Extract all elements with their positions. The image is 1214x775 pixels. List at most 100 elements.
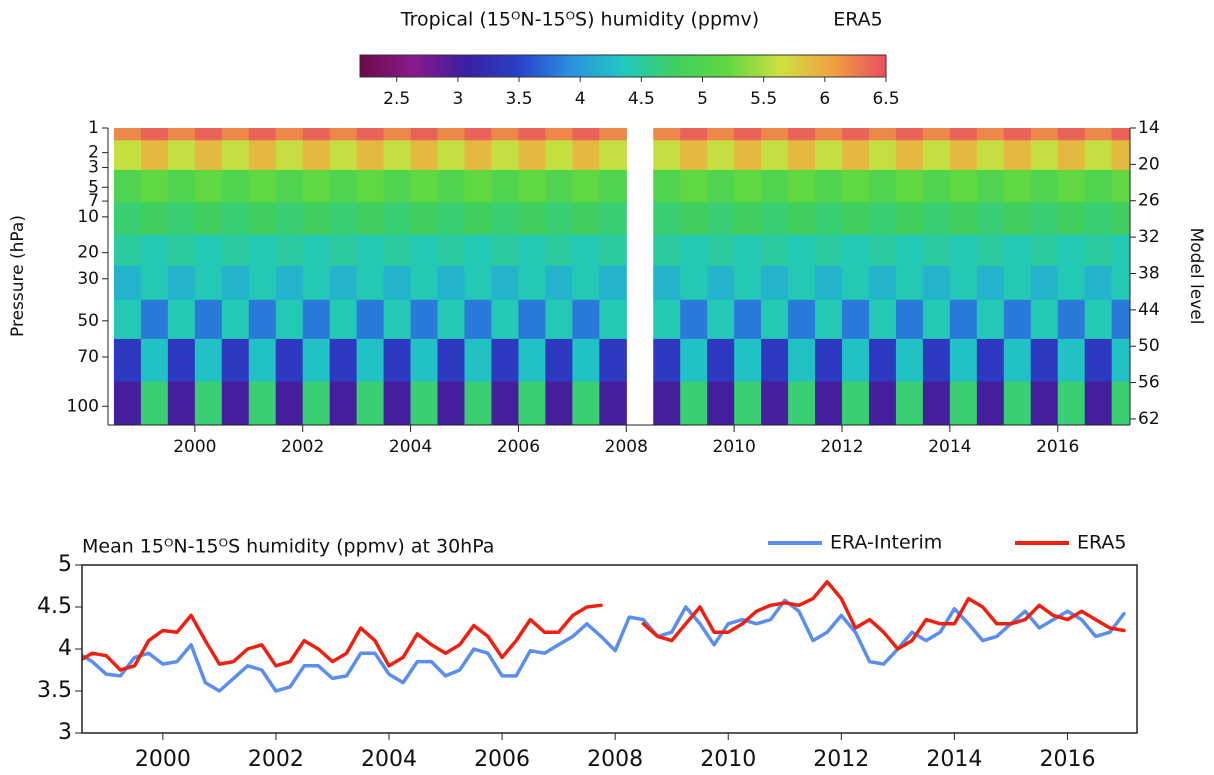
heatmap-cell — [1003, 299, 1032, 340]
heatmap-title: Tropical (15ᴼN-15ᴼS) humidity (ppmv) — [400, 9, 759, 31]
heatmap-cell — [329, 381, 358, 425]
heatmap-cell — [167, 202, 196, 236]
heatmap-cell — [329, 140, 358, 171]
heatmap-cell — [815, 140, 843, 171]
heatmap-cell — [518, 381, 546, 425]
heatmap-cell — [895, 128, 924, 141]
heatmap-subtitle: ERA5 — [833, 9, 883, 31]
heatmap-cell — [383, 202, 412, 236]
heatmap-cell — [518, 169, 546, 203]
heatmap-cell — [895, 299, 924, 340]
heatmap-cell — [302, 202, 331, 236]
heatmap-cell — [194, 169, 223, 203]
x-tick-label: 2000 — [135, 747, 191, 772]
heatmap-cell — [545, 265, 573, 301]
colorbar-tick-label: 4.5 — [628, 89, 655, 109]
heatmap-cell — [302, 128, 331, 141]
heatmap-cell — [140, 128, 169, 141]
heatmap-cell — [167, 128, 196, 141]
heatmap-cell — [356, 169, 385, 203]
heatmap-cell — [167, 299, 196, 340]
heatmap-cell — [842, 169, 870, 203]
heatmap-cell — [167, 265, 196, 301]
heatmap-cell — [1030, 338, 1059, 383]
y2-tick-label: 62 — [1138, 409, 1160, 429]
heatmap-cell — [356, 128, 385, 141]
heatmap-cell — [976, 299, 1005, 340]
colorbar-tick-label: 4 — [575, 89, 586, 109]
heatmap-cell — [275, 202, 304, 236]
heatmap-cell — [410, 381, 439, 425]
heatmap-cell — [842, 265, 870, 301]
heatmap-cell — [922, 299, 951, 340]
heatmap-cell — [976, 338, 1005, 383]
x-tick-label: 2016 — [1036, 437, 1079, 457]
heatmap-cell — [518, 265, 546, 301]
heatmap-cell — [949, 169, 978, 203]
heatmap-cell — [761, 128, 789, 141]
heatmap-cell — [842, 299, 870, 340]
heatmap-cell — [707, 381, 735, 425]
heatmap-cell — [518, 128, 546, 141]
y2-tick-label: 20 — [1138, 154, 1160, 174]
heatmap-cell — [113, 169, 142, 203]
heatmap-cell — [842, 140, 870, 171]
heatmap-cell — [572, 265, 600, 301]
heatmap-cell — [140, 338, 169, 383]
heatmap-cell — [464, 265, 493, 301]
heatmap-cell — [707, 140, 735, 171]
heatmap-cell — [275, 381, 304, 425]
heatmap-cell — [653, 234, 681, 267]
heatmap-cell — [680, 338, 708, 383]
heatmap-cell — [949, 299, 978, 340]
x-tick-label: 2010 — [713, 437, 756, 457]
y2-tick-label: 44 — [1138, 300, 1160, 320]
heatmap-cell — [895, 202, 924, 236]
heatmap-cell — [599, 234, 627, 267]
heatmap-cell — [653, 202, 681, 236]
heatmap-cell — [653, 338, 681, 383]
heatmap-cell — [1003, 202, 1032, 236]
y-tick-label: 10 — [77, 207, 99, 227]
heatmap-cell — [221, 381, 250, 425]
heatmap-cell — [221, 202, 250, 236]
heatmap-cell — [437, 299, 466, 340]
heatmap-cell — [842, 338, 870, 383]
heatmap-cell — [329, 299, 358, 340]
heatmap-cell — [653, 381, 681, 425]
y-tick-label: 30 — [77, 269, 99, 289]
heatmap-cell — [895, 234, 924, 267]
heatmap-cell — [1003, 128, 1032, 141]
heatmap-cell — [113, 140, 142, 171]
heatmap-cell — [167, 381, 196, 425]
heatmap-cell — [464, 234, 493, 267]
heatmap-cell — [949, 140, 978, 171]
heatmap-cell — [248, 140, 277, 171]
legend-label: ERA5 — [1077, 532, 1127, 554]
heatmap-cell — [356, 338, 385, 383]
heatmap-cell — [895, 169, 924, 203]
heatmap-cell — [1057, 381, 1086, 425]
heatmap-cell — [248, 202, 277, 236]
heatmap-cell — [464, 140, 493, 171]
series-line — [82, 580, 1126, 672]
heatmap-cell — [922, 169, 951, 203]
heatmap-cell — [491, 381, 520, 425]
y2-tick-label: 50 — [1138, 336, 1160, 356]
heatmap-cell — [329, 338, 358, 383]
series-line — [82, 598, 1126, 693]
heatmap-cell — [383, 128, 412, 141]
heatmap-cell — [922, 265, 951, 301]
heatmap-cell — [1084, 299, 1113, 340]
heatmap-cell — [302, 169, 331, 203]
colorbar-tick-label: 5.5 — [750, 89, 777, 109]
heatmap-cell — [680, 381, 708, 425]
heatmap-cell — [302, 234, 331, 267]
heatmap-cell — [1057, 299, 1086, 340]
heatmap-cell — [734, 140, 762, 171]
heatmap-cell — [194, 140, 223, 171]
heatmap-cell — [140, 140, 169, 171]
heatmap-cell — [761, 202, 789, 236]
x-tick-label: 2004 — [361, 747, 417, 772]
y-tick-label: 100 — [67, 396, 99, 416]
